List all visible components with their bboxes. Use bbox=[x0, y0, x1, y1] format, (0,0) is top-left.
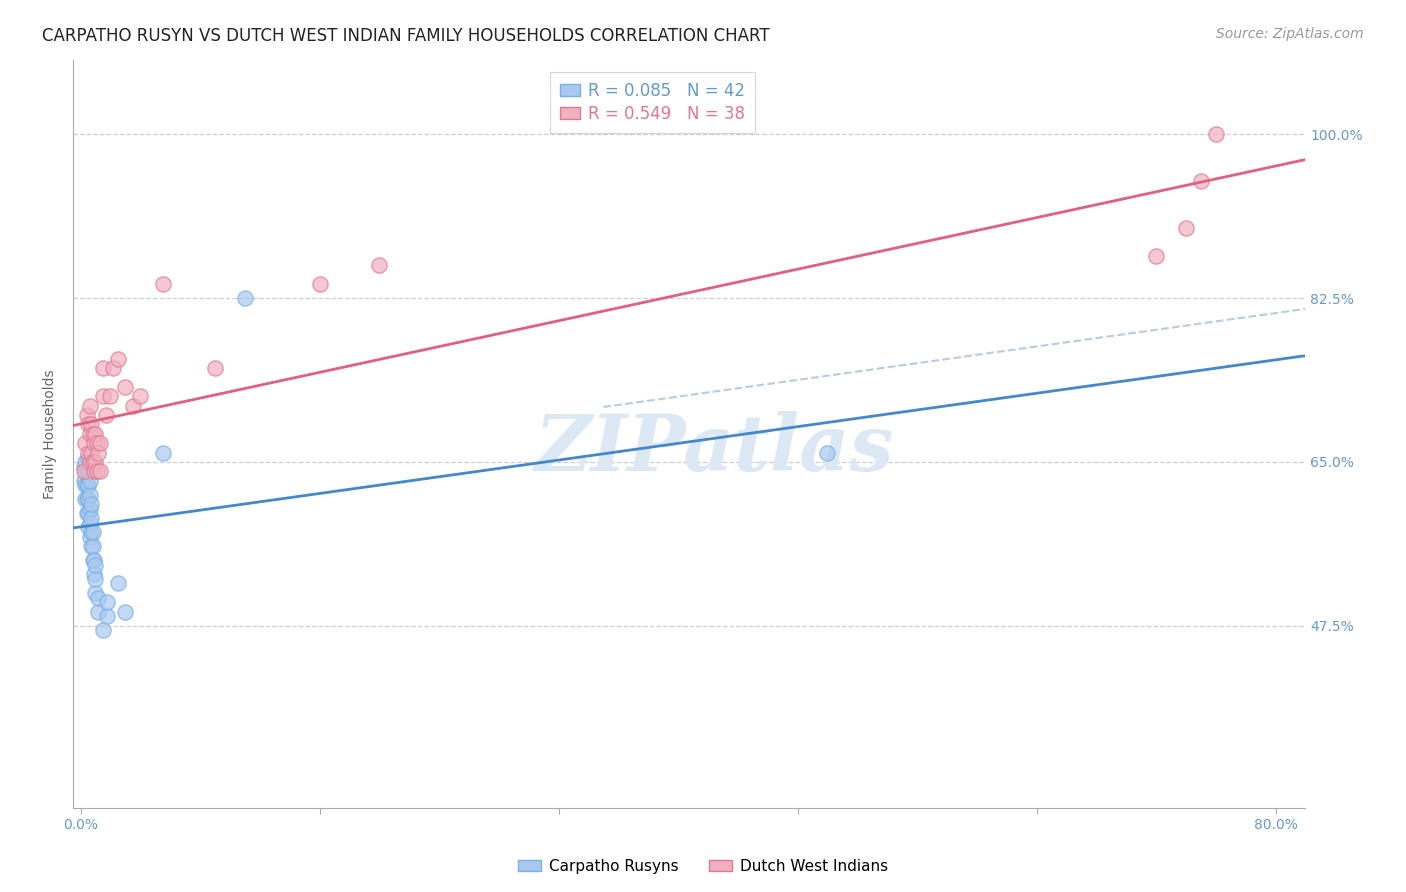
Point bbox=[82, 426, 104, 441]
Point bbox=[1189, 174, 1212, 188]
Point bbox=[76, 464, 98, 478]
Point bbox=[72, 464, 94, 478]
Point bbox=[1205, 128, 1227, 142]
Point bbox=[79, 426, 101, 441]
Point bbox=[152, 445, 174, 459]
Point bbox=[77, 445, 100, 459]
Point bbox=[80, 497, 103, 511]
Point bbox=[89, 464, 111, 478]
Point bbox=[72, 474, 94, 488]
Point bbox=[815, 445, 838, 459]
Point bbox=[83, 464, 105, 478]
Point bbox=[80, 417, 103, 432]
Point bbox=[96, 609, 118, 624]
Point bbox=[233, 291, 256, 305]
Text: Source: ZipAtlas.com: Source: ZipAtlas.com bbox=[1216, 27, 1364, 41]
Point bbox=[94, 408, 117, 422]
Point bbox=[114, 605, 136, 619]
Point bbox=[80, 445, 103, 459]
Point bbox=[84, 426, 107, 441]
Point bbox=[84, 586, 107, 600]
Point bbox=[79, 399, 101, 413]
Point bbox=[84, 572, 107, 586]
Text: CARPATHO RUSYN VS DUTCH WEST INDIAN FAMILY HOUSEHOLDS CORRELATION CHART: CARPATHO RUSYN VS DUTCH WEST INDIAN FAMI… bbox=[42, 27, 770, 45]
Point bbox=[114, 380, 136, 394]
Point bbox=[89, 436, 111, 450]
Point bbox=[87, 605, 110, 619]
Point bbox=[80, 511, 103, 525]
Legend: Carpatho Rusyns, Dutch West Indians: Carpatho Rusyns, Dutch West Indians bbox=[512, 853, 894, 880]
Point bbox=[73, 436, 96, 450]
Point bbox=[77, 464, 100, 478]
Text: ZIPatlas: ZIPatlas bbox=[534, 410, 894, 487]
Point bbox=[79, 530, 101, 544]
Point bbox=[77, 520, 100, 534]
Point bbox=[204, 361, 226, 376]
Point bbox=[96, 595, 118, 609]
Point bbox=[100, 389, 122, 403]
Point bbox=[152, 277, 174, 292]
Point bbox=[91, 624, 114, 638]
Point bbox=[308, 277, 330, 292]
Point bbox=[79, 487, 101, 501]
Point bbox=[77, 506, 100, 520]
Point bbox=[86, 464, 108, 478]
Point bbox=[368, 259, 391, 273]
Point bbox=[87, 445, 110, 459]
Point bbox=[1144, 249, 1167, 263]
Point bbox=[77, 492, 100, 507]
Point bbox=[73, 455, 96, 469]
Point bbox=[73, 492, 96, 507]
Point bbox=[84, 455, 107, 469]
Point bbox=[82, 524, 104, 539]
Point bbox=[107, 576, 129, 591]
Point bbox=[83, 436, 105, 450]
Point bbox=[77, 478, 100, 492]
Point bbox=[76, 478, 98, 492]
Point bbox=[83, 553, 105, 567]
Point bbox=[72, 459, 94, 474]
Point bbox=[82, 539, 104, 553]
Point bbox=[76, 408, 98, 422]
Point bbox=[80, 524, 103, 539]
Point bbox=[91, 389, 114, 403]
Point bbox=[73, 478, 96, 492]
Legend: R = 0.085   N = 42, R = 0.549   N = 38: R = 0.085 N = 42, R = 0.549 N = 38 bbox=[550, 71, 755, 133]
Point bbox=[91, 361, 114, 376]
Point bbox=[103, 361, 125, 376]
Point bbox=[76, 492, 98, 507]
Point bbox=[107, 351, 129, 366]
Point bbox=[77, 417, 100, 432]
Point bbox=[82, 455, 104, 469]
Point bbox=[80, 539, 103, 553]
Point bbox=[79, 501, 101, 516]
Point bbox=[79, 516, 101, 530]
Point bbox=[79, 474, 101, 488]
Point bbox=[76, 506, 98, 520]
Point bbox=[1174, 221, 1197, 235]
Y-axis label: Family Households: Family Households bbox=[44, 369, 58, 499]
Point bbox=[84, 558, 107, 572]
Point bbox=[79, 455, 101, 469]
Point bbox=[82, 553, 104, 567]
Point bbox=[87, 591, 110, 605]
Point bbox=[86, 436, 108, 450]
Point bbox=[83, 567, 105, 582]
Point bbox=[77, 450, 100, 465]
Point bbox=[121, 399, 143, 413]
Point bbox=[129, 389, 152, 403]
